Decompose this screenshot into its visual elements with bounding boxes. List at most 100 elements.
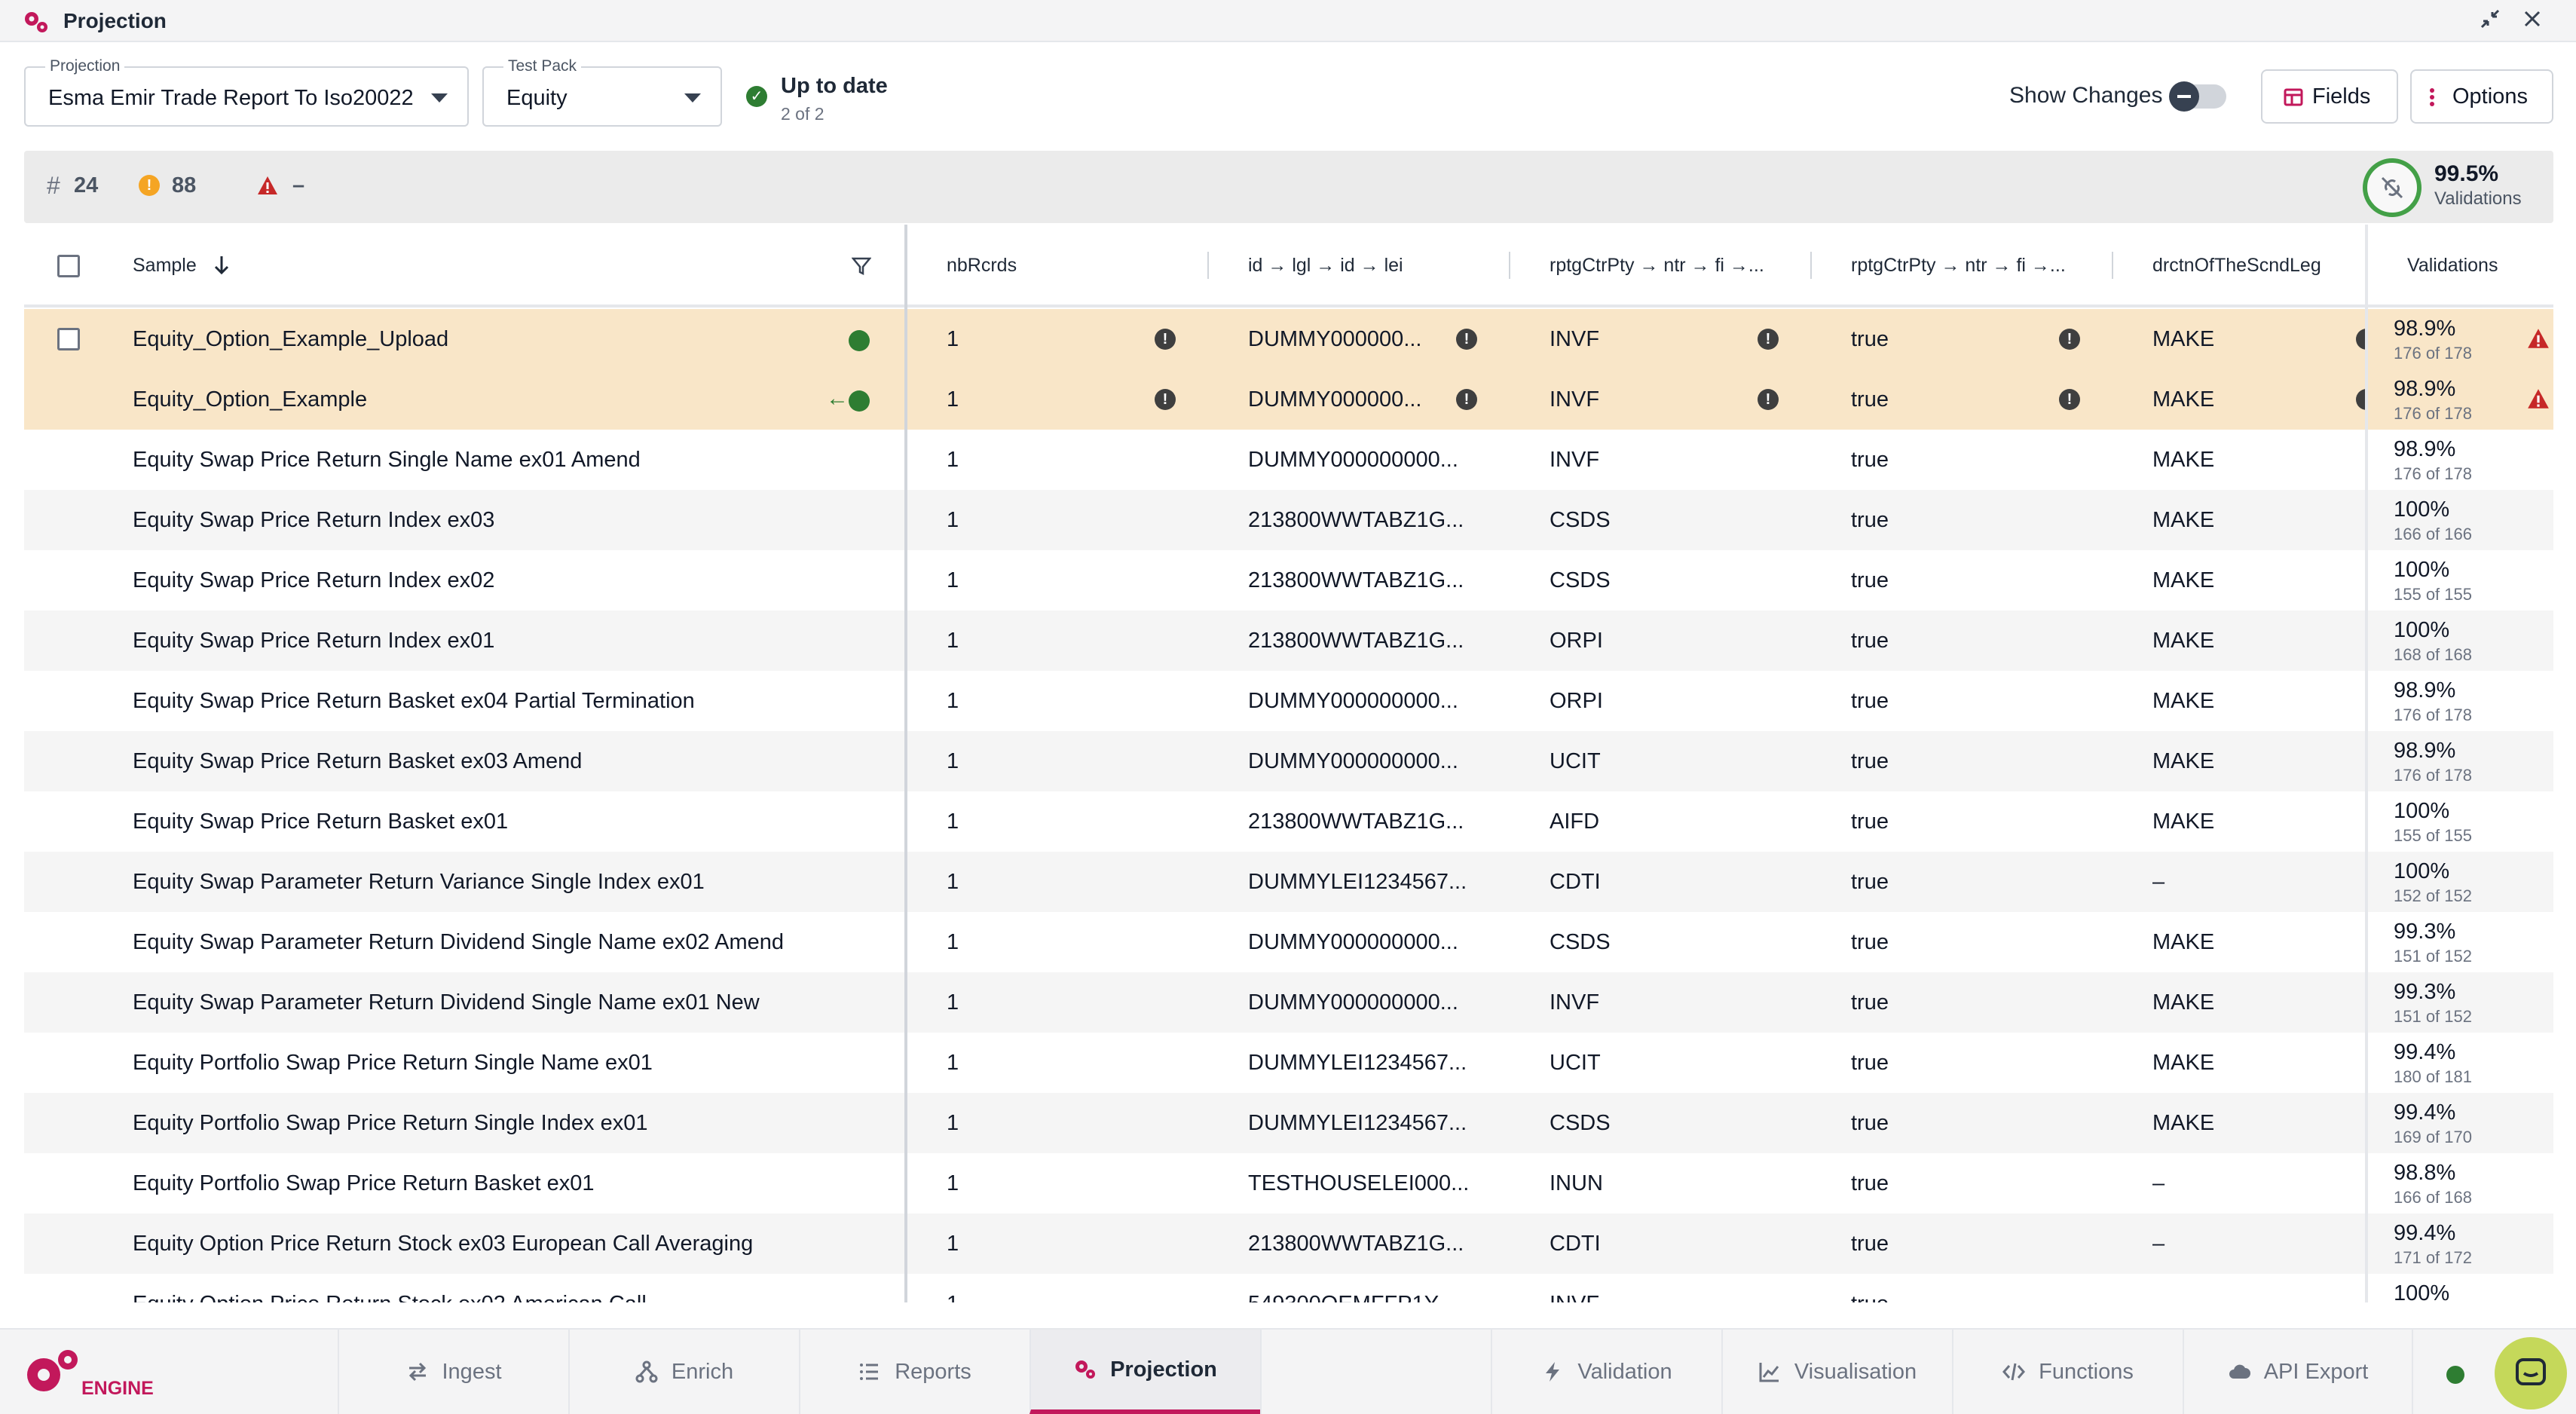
collapse-arrows-icon[interactable] [2477, 8, 2504, 35]
hierarchy-icon [635, 1360, 658, 1383]
col-rptg-ctrpty-1[interactable]: rptgCtrPty → ntr → fi →... [1550, 255, 1764, 276]
validation-pct: 98.8% [2394, 1161, 2456, 1185]
column-divider[interactable] [2112, 252, 2113, 279]
cell-nbrcrds: 1 [947, 1051, 959, 1075]
table-row[interactable]: Equity_Option_Example_Upload 1 ! DUMMY00… [24, 309, 2553, 369]
table-row[interactable]: Equity Portfolio Swap Price Return Baske… [24, 1153, 2553, 1214]
exclamation-icon[interactable]: ! [1456, 389, 1477, 410]
row-checkbox[interactable] [57, 328, 80, 350]
table-row[interactable]: Equity_Option_Example ← 1 ! DUMMY000000.… [24, 369, 2553, 430]
column-divider[interactable] [1207, 252, 1209, 279]
col-sample[interactable]: Sample [133, 255, 197, 276]
cell-nbrcrds: 1 [947, 1232, 959, 1256]
projection-select-label: Projection [45, 57, 125, 75]
table-row[interactable]: Equity Swap Price Return Index ex03 1 21… [24, 490, 2553, 550]
window-titlebar: Projection [0, 0, 2576, 42]
exclamation-icon[interactable]: ! [1758, 329, 1779, 350]
sample-name: Equity Swap Price Return Basket ex03 Ame… [133, 749, 583, 773]
col-rptg-ctrpty-2[interactable]: rptgCtrPty → ntr → fi →... [1851, 255, 2066, 276]
col-validations[interactable]: Validations [2407, 255, 2498, 276]
error-triangle-icon[interactable] [2526, 327, 2550, 350]
col-nbrcrds[interactable]: nbRcrds [947, 255, 1017, 276]
exclamation-icon[interactable]: ! [2059, 329, 2080, 350]
exclamation-icon[interactable]: ! [2059, 389, 2080, 410]
cell-drctn: MAKE [2152, 990, 2215, 1015]
validation-pct: 100% [2394, 558, 2450, 582]
table-row[interactable]: Equity Swap Price Return Single Name ex0… [24, 430, 2553, 490]
tab-functions[interactable]: Functions [1952, 1330, 2183, 1414]
cell-rptg1: ORPI [1550, 629, 1603, 653]
column-divider[interactable] [1509, 252, 1510, 279]
table-row[interactable]: Equity Swap Parameter Return Dividend Si… [24, 912, 2553, 972]
cell-nbrcrds: 1 [947, 568, 959, 592]
projection-select[interactable]: Projection Esma Emir Trade Report To Iso… [24, 57, 469, 127]
tab-api-export[interactable]: API Export [2183, 1330, 2413, 1414]
validation-count: 176 of 178 [2394, 404, 2472, 423]
status-subtitle: 2 of 2 [781, 104, 825, 124]
cell-rptg2: true [1851, 810, 1889, 834]
cell-rptg1: INVF [1550, 387, 1600, 412]
validation-cell: 100% 155 of 155 [2368, 550, 2553, 611]
cell-rptg1: CDTI [1550, 1232, 1601, 1256]
table-row[interactable]: Equity Swap Parameter Return Variance Si… [24, 852, 2553, 912]
arrow-down-icon[interactable] [213, 255, 231, 276]
validation-count: 166 of 166 [2394, 525, 2472, 543]
fields-button[interactable]: Fields [2261, 69, 2398, 124]
cell-rptg2: true [1851, 568, 1889, 592]
testpack-select[interactable]: Test Pack Equity [482, 57, 722, 127]
table-row[interactable]: Equity Portfolio Swap Price Return Singl… [24, 1093, 2553, 1153]
cell-rptg1: INVF [1550, 448, 1600, 472]
table-row[interactable]: Equity Portfolio Swap Price Return Singl… [24, 1033, 2553, 1093]
testpack-select-value: Equity [506, 86, 568, 110]
cell-rptg1: INVF [1550, 327, 1600, 351]
select-all-checkbox[interactable] [57, 255, 80, 277]
frozen-column-divider[interactable] [904, 225, 907, 1302]
table-row[interactable]: Equity Swap Parameter Return Dividend Si… [24, 972, 2553, 1033]
table-row[interactable]: Equity Swap Price Return Index ex02 1 21… [24, 550, 2553, 611]
validation-count: 176 of 178 [2394, 705, 2472, 724]
gears-icon [25, 12, 47, 32]
tab-reports[interactable]: Reports [799, 1330, 1029, 1414]
exclamation-icon[interactable]: ! [1758, 389, 1779, 410]
cell-rptg2: true [1851, 629, 1889, 653]
table-row[interactable]: Equity Swap Price Return Index ex01 1 21… [24, 611, 2553, 671]
chevron-down-icon [684, 93, 701, 103]
col-drctn[interactable]: drctnOfTheScndLeg [2152, 255, 2321, 276]
tab-ingest[interactable]: Ingest [338, 1330, 568, 1414]
cell-rptg1: CSDS [1550, 508, 1611, 532]
cell-id: DUMMY000000... [1248, 327, 1422, 351]
table-row[interactable]: Equity Swap Price Return Basket ex03 Ame… [24, 731, 2553, 791]
show-changes-toggle[interactable] [2169, 81, 2226, 112]
error-triangle-icon[interactable] [2526, 387, 2550, 410]
cell-nbrcrds: 1 [947, 1292, 959, 1302]
validation-cell: 100% 152 of 152 [2368, 852, 2553, 912]
testpack-select-label: Test Pack [503, 57, 582, 75]
table-row[interactable]: Equity Swap Price Return Basket ex04 Par… [24, 671, 2553, 731]
close-icon[interactable] [2519, 8, 2546, 35]
cell-nbrcrds: 1 [947, 508, 959, 532]
column-divider[interactable] [1810, 252, 1812, 279]
table-row[interactable]: Equity Option Price Return Stock ex02 Am… [24, 1274, 2553, 1302]
options-button[interactable]: Options [2410, 69, 2553, 124]
exclamation-icon[interactable]: ! [1155, 329, 1176, 350]
table-row[interactable]: Equity Option Price Return Stock ex03 Eu… [24, 1214, 2553, 1274]
tab-enrich[interactable]: Enrich [568, 1330, 799, 1414]
validation-ring[interactable] [2363, 158, 2422, 217]
chat-button[interactable] [2495, 1337, 2567, 1409]
exclamation-icon[interactable]: ! [1155, 389, 1176, 410]
cell-nbrcrds: 1 [947, 990, 959, 1015]
col-id-lei[interactable]: id → lgl → id → lei [1248, 255, 1403, 276]
filter-icon[interactable] [852, 256, 871, 276]
tab-projection[interactable]: Projection [1029, 1330, 1260, 1414]
sample-name: Equity Swap Parameter Return Dividend Si… [133, 930, 785, 954]
exclamation-icon[interactable]: ! [1456, 329, 1477, 350]
validation-count: 176 of 178 [2394, 344, 2472, 363]
tab-visualisation[interactable]: Visualisation [1721, 1330, 1952, 1414]
tab-validation[interactable]: Validation [1491, 1330, 1721, 1414]
table-row[interactable]: Equity Swap Price Return Basket ex01 1 2… [24, 791, 2553, 852]
cell-drctn: MAKE [2152, 749, 2215, 773]
cell-rptg2: true [1851, 1232, 1889, 1256]
cell-drctn: – [2152, 870, 2165, 894]
tab-label: Visualisation [1794, 1359, 1917, 1384]
cell-drctn: – [2152, 1292, 2165, 1302]
